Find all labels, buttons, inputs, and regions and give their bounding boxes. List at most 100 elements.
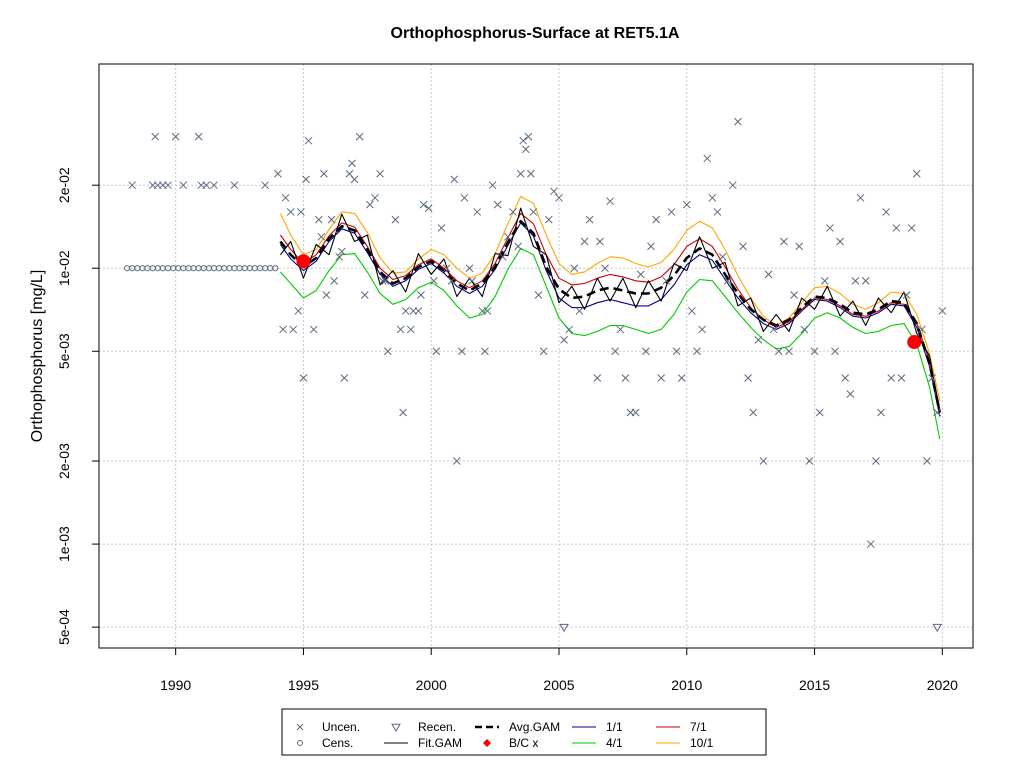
uncensored-point: [360, 291, 369, 299]
series-layer: [279, 195, 942, 440]
uncensored-point: [693, 347, 701, 356]
legend-symbol: [391, 723, 401, 732]
uncensored-point: [437, 224, 446, 232]
uncensored-point: [662, 276, 671, 285]
uncensored-point: [378, 276, 387, 285]
recensored-point: [559, 623, 569, 633]
uncensored-point: [672, 347, 681, 356]
legend-label: Fit.GAM: [418, 736, 462, 750]
x-tick-label: 2010: [671, 677, 702, 693]
x-tick-label: 2000: [416, 677, 447, 693]
uncensored-point: [810, 347, 819, 356]
uncensored-point: [703, 154, 712, 163]
plot-frame: [98, 63, 974, 649]
y-axis-label: Orthophosphorus [mg/L]: [29, 270, 46, 443]
uncensored-point: [682, 200, 691, 209]
uncensored-point: [846, 390, 855, 398]
legend: Uncen. Recen. Avg.GAM 1/1 7/1 Cens. Fit.GAM B/C…: [281, 708, 767, 756]
uncensored-point: [419, 200, 428, 209]
uncensored-point: [861, 276, 870, 285]
uncensored-point: [493, 200, 502, 209]
uncensored-point: [304, 136, 313, 145]
uncensored-point: [516, 169, 525, 178]
uncensored-point: [488, 181, 497, 190]
legend-item-s10: 10/1: [656, 736, 714, 750]
uncensored-point: [780, 237, 788, 246]
uncensored-point: [764, 270, 773, 279]
uncensored-point: [734, 117, 742, 126]
legend-item-s4: 4/1: [572, 736, 623, 750]
uncensored-point: [642, 347, 650, 356]
uncensored-point: [647, 242, 655, 251]
uncensored-point: [841, 374, 850, 382]
recensored-point: [932, 623, 943, 633]
uncensored-point: [580, 237, 589, 246]
uncensored-point: [337, 247, 346, 256]
uncensored-point: [723, 276, 732, 285]
series-1-1: [279, 222, 941, 417]
uncensored-point: [539, 347, 548, 356]
uncensored-point: [918, 325, 926, 334]
uncensored-point: [805, 457, 814, 465]
uncensored-point: [460, 193, 469, 202]
uncensored-point: [519, 136, 528, 145]
uncensored-point: [521, 145, 530, 154]
uncensored-point: [514, 242, 522, 251]
uncensored-point: [399, 408, 407, 417]
uncensored-point: [652, 215, 660, 224]
uncensored-point: [164, 181, 172, 190]
uncensored-point: [465, 264, 474, 273]
uncensored-point: [856, 193, 865, 202]
uncensored-point: [194, 132, 203, 141]
uncensored-point: [452, 457, 461, 465]
uncensored-point: [923, 457, 931, 465]
legend-item-avg: Avg.GAM: [475, 720, 560, 734]
uncensored-point: [261, 181, 269, 190]
uncensored-point: [882, 208, 890, 216]
uncensored-point: [281, 193, 290, 202]
y-tick-label: 5e-03: [56, 333, 72, 369]
uncensored-point: [790, 291, 798, 299]
legend-label: 7/1: [690, 720, 707, 734]
uncensored-point: [550, 187, 558, 196]
uncensored-point: [575, 307, 584, 315]
uncensored-point: [498, 252, 507, 261]
uncensored-point: [366, 200, 374, 209]
uncensored-point: [330, 276, 338, 285]
uncensored-point: [739, 242, 747, 251]
uncensored-point: [636, 270, 645, 279]
uncensored-point: [872, 457, 880, 465]
series-4-1: [279, 247, 941, 440]
uncensored-point: [294, 307, 303, 315]
x-tick-label: 1995: [288, 677, 319, 693]
uncensored-point: [718, 252, 727, 261]
grid-lines: [99, 64, 973, 648]
y-tick-label: 2e-03: [56, 443, 72, 479]
uncensored-point: [504, 232, 512, 241]
uncensored-point: [396, 325, 405, 334]
uncensored-point: [483, 307, 492, 315]
uncensored-point: [570, 264, 579, 273]
uncensored-point: [317, 232, 326, 241]
uncensored-point: [376, 169, 384, 178]
uncensored-point: [836, 237, 844, 246]
uncensored-point: [432, 347, 441, 356]
uncensored-point: [179, 181, 188, 190]
legend-item-bc: B/C x: [483, 736, 538, 750]
legend-symbol: [483, 739, 491, 747]
y-tick-label: 1e-03: [56, 526, 72, 562]
uncensored-point: [749, 408, 758, 417]
y-tick-label: 2e-02: [56, 167, 72, 203]
uncensored-point: [322, 291, 331, 299]
uncensored-point: [744, 374, 752, 382]
legend-item-uncen: Uncen.: [296, 720, 360, 734]
legend-label: 4/1: [606, 736, 623, 750]
uncensored-point: [785, 347, 793, 356]
series-10-1: [279, 195, 941, 402]
uncensored-point: [468, 276, 476, 285]
uncensored-point: [698, 325, 706, 334]
uncensored-point: [774, 347, 783, 356]
uncensored-point: [596, 237, 604, 246]
uncensored-point: [928, 374, 936, 382]
uncensored-point: [606, 197, 614, 206]
